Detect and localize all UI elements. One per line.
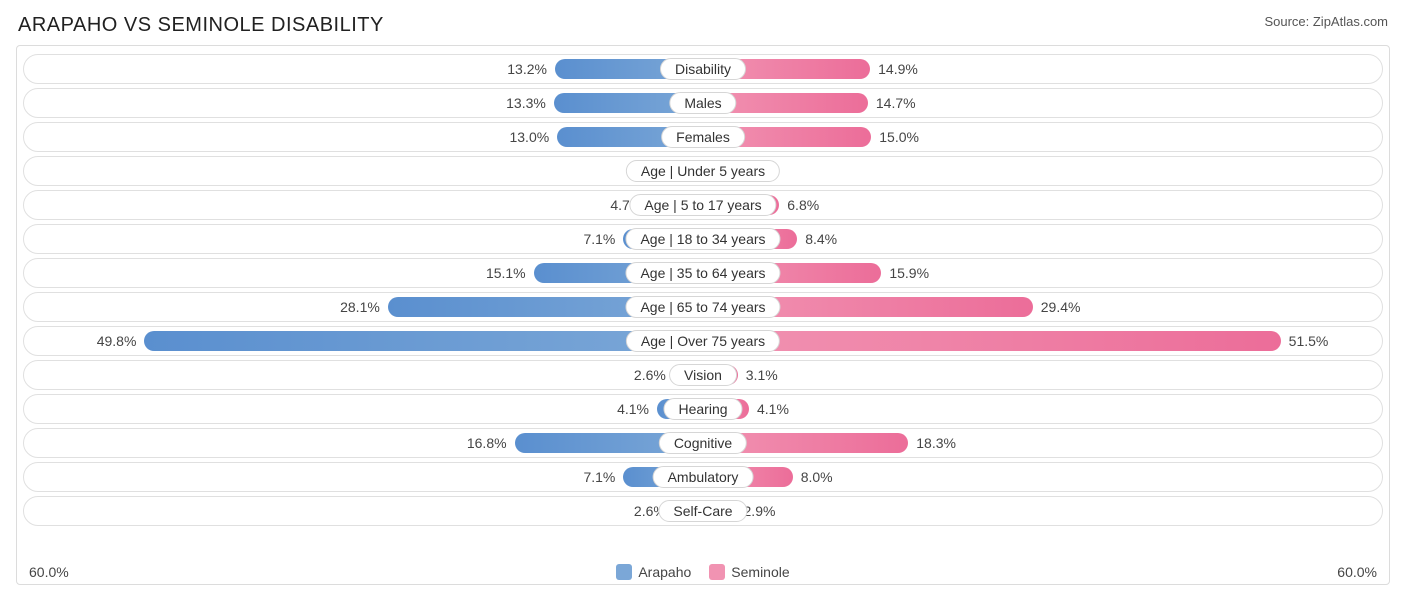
value-label-seminole: 6.8% [787, 197, 819, 213]
value-label-seminole: 15.9% [889, 265, 929, 281]
chart-row: 16.8% 18.3% Cognitive [23, 428, 1383, 458]
chart-row: 49.8% 51.5% Age | Over 75 years [23, 326, 1383, 356]
value-label-seminole: 2.9% [744, 503, 776, 519]
legend-label-seminole: Seminole [731, 564, 789, 580]
value-label-seminole: 29.4% [1041, 299, 1081, 315]
legend-item-seminole: Seminole [709, 564, 789, 580]
value-label-arapaho: 7.1% [583, 231, 615, 247]
legend: Arapaho Seminole [616, 564, 789, 580]
category-label: Age | 35 to 64 years [625, 262, 780, 284]
bar-arapaho [144, 331, 703, 351]
header: ARAPAHO VS SEMINOLE DISABILITY Source: Z… [16, 14, 1390, 45]
category-label: Age | 5 to 17 years [629, 194, 776, 216]
chart-row: 1.3%1.6%Age | Under 5 years [23, 156, 1383, 186]
legend-swatch-arapaho [616, 564, 632, 580]
category-label: Age | Under 5 years [626, 160, 780, 182]
chart-row: 13.0% 15.0% Females [23, 122, 1383, 152]
chart-rows: 13.2% 14.9% Disability 13.3% 14.7% Males 13.0%… [23, 54, 1383, 558]
axis-max-right: 60.0% [790, 564, 1377, 580]
value-label-seminole: 51.5% [1289, 333, 1329, 349]
value-label-arapaho: 13.3% [506, 95, 546, 111]
category-label: Age | 65 to 74 years [625, 296, 780, 318]
value-label-arapaho: 49.8% [97, 333, 137, 349]
value-label-arapaho: 13.2% [507, 61, 547, 77]
category-label: Hearing [663, 398, 742, 420]
chart-container: 13.2% 14.9% Disability 13.3% 14.7% Males 13.0%… [16, 45, 1390, 585]
value-label-seminole: 4.1% [757, 401, 789, 417]
chart-row: 2.6%2.9%Self-Care [23, 496, 1383, 526]
bar-seminole [703, 331, 1281, 351]
chart-row: 4.7%6.8%Age | 5 to 17 years [23, 190, 1383, 220]
value-label-seminole: 18.3% [916, 435, 956, 451]
chart-title: ARAPAHO VS SEMINOLE DISABILITY [18, 14, 384, 37]
value-label-arapaho: 2.6% [634, 367, 666, 383]
value-label-arapaho: 28.1% [340, 299, 380, 315]
category-label: Cognitive [659, 432, 747, 454]
value-label-seminole: 3.1% [746, 367, 778, 383]
chart-row: 15.1% 15.9% Age | 35 to 64 years [23, 258, 1383, 288]
category-label: Females [661, 126, 745, 148]
axis-max-left: 60.0% [29, 564, 616, 580]
chart-footer: 60.0% Arapaho Seminole 60.0% [23, 558, 1383, 580]
value-label-arapaho: 16.8% [467, 435, 507, 451]
value-label-arapaho: 4.1% [617, 401, 649, 417]
category-label: Age | 18 to 34 years [625, 228, 780, 250]
category-label: Age | Over 75 years [626, 330, 780, 352]
value-label-seminole: 15.0% [879, 129, 919, 145]
legend-swatch-seminole [709, 564, 725, 580]
category-label: Males [669, 92, 736, 114]
value-label-seminole: 8.0% [801, 469, 833, 485]
chart-row: 7.1% 8.4% Age | 18 to 34 years [23, 224, 1383, 254]
chart-row: 2.6% 3.1% Vision [23, 360, 1383, 390]
value-label-arapaho: 15.1% [486, 265, 526, 281]
value-label-arapaho: 13.0% [509, 129, 549, 145]
chart-row: 4.1% 4.1% Hearing [23, 394, 1383, 424]
source-attribution: Source: ZipAtlas.com [1264, 14, 1388, 29]
value-label-seminole: 8.4% [805, 231, 837, 247]
legend-label-arapaho: Arapaho [638, 564, 691, 580]
chart-row: 28.1% 29.4% Age | 65 to 74 years [23, 292, 1383, 322]
chart-row: 13.2% 14.9% Disability [23, 54, 1383, 84]
chart-row: 13.3% 14.7% Males [23, 88, 1383, 118]
chart-row: 7.1% 8.0% Ambulatory [23, 462, 1383, 492]
value-label-seminole: 14.9% [878, 61, 918, 77]
value-label-arapaho: 7.1% [583, 469, 615, 485]
category-label: Self-Care [658, 500, 747, 522]
category-label: Disability [660, 58, 746, 80]
value-label-seminole: 14.7% [876, 95, 916, 111]
category-label: Vision [669, 364, 737, 386]
category-label: Ambulatory [653, 466, 754, 488]
legend-item-arapaho: Arapaho [616, 564, 691, 580]
